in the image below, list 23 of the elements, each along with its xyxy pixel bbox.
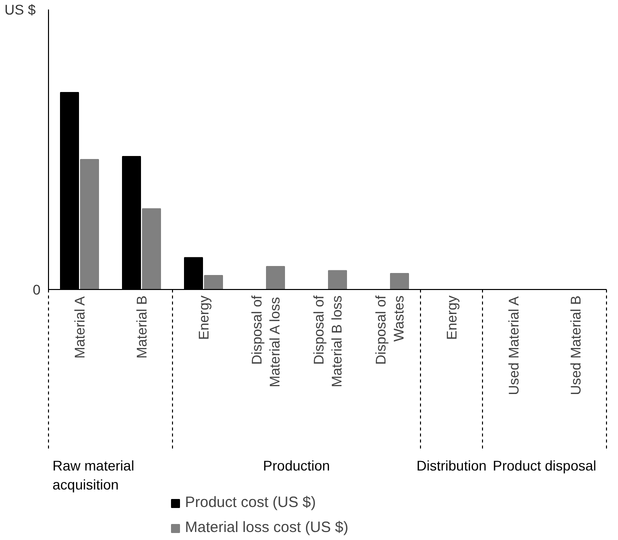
x-tick-label: Disposal of Wastes bbox=[372, 295, 406, 365]
bar bbox=[390, 273, 409, 290]
legend-label: Product cost (US $) bbox=[185, 494, 316, 511]
x-tick-label: Energy bbox=[196, 296, 212, 340]
text: 0 bbox=[32, 282, 41, 298]
text: Distribution bbox=[416, 458, 487, 474]
bar bbox=[204, 275, 223, 290]
bar bbox=[328, 270, 347, 290]
bar bbox=[266, 266, 285, 290]
text: Production bbox=[263, 458, 330, 474]
text: Product disposal bbox=[492, 458, 596, 474]
bar bbox=[142, 208, 161, 290]
x-tick-label: Disposal of Material A loss bbox=[248, 295, 282, 388]
legend-label: Material loss cost (US $) bbox=[185, 519, 348, 536]
x-tick-label: Material B bbox=[134, 295, 150, 359]
text: Raw material acquisition bbox=[52, 458, 134, 493]
x-tick-label: Disposal of Material B loss bbox=[310, 295, 344, 388]
x-tick-label: Energy bbox=[444, 296, 460, 340]
x-tick-label: Used Material B bbox=[568, 296, 584, 396]
bar bbox=[80, 158, 99, 290]
x-tick-label: Material A bbox=[72, 296, 88, 359]
text: US $ bbox=[4, 2, 36, 18]
x-tick-label: Used Material A bbox=[506, 296, 522, 396]
